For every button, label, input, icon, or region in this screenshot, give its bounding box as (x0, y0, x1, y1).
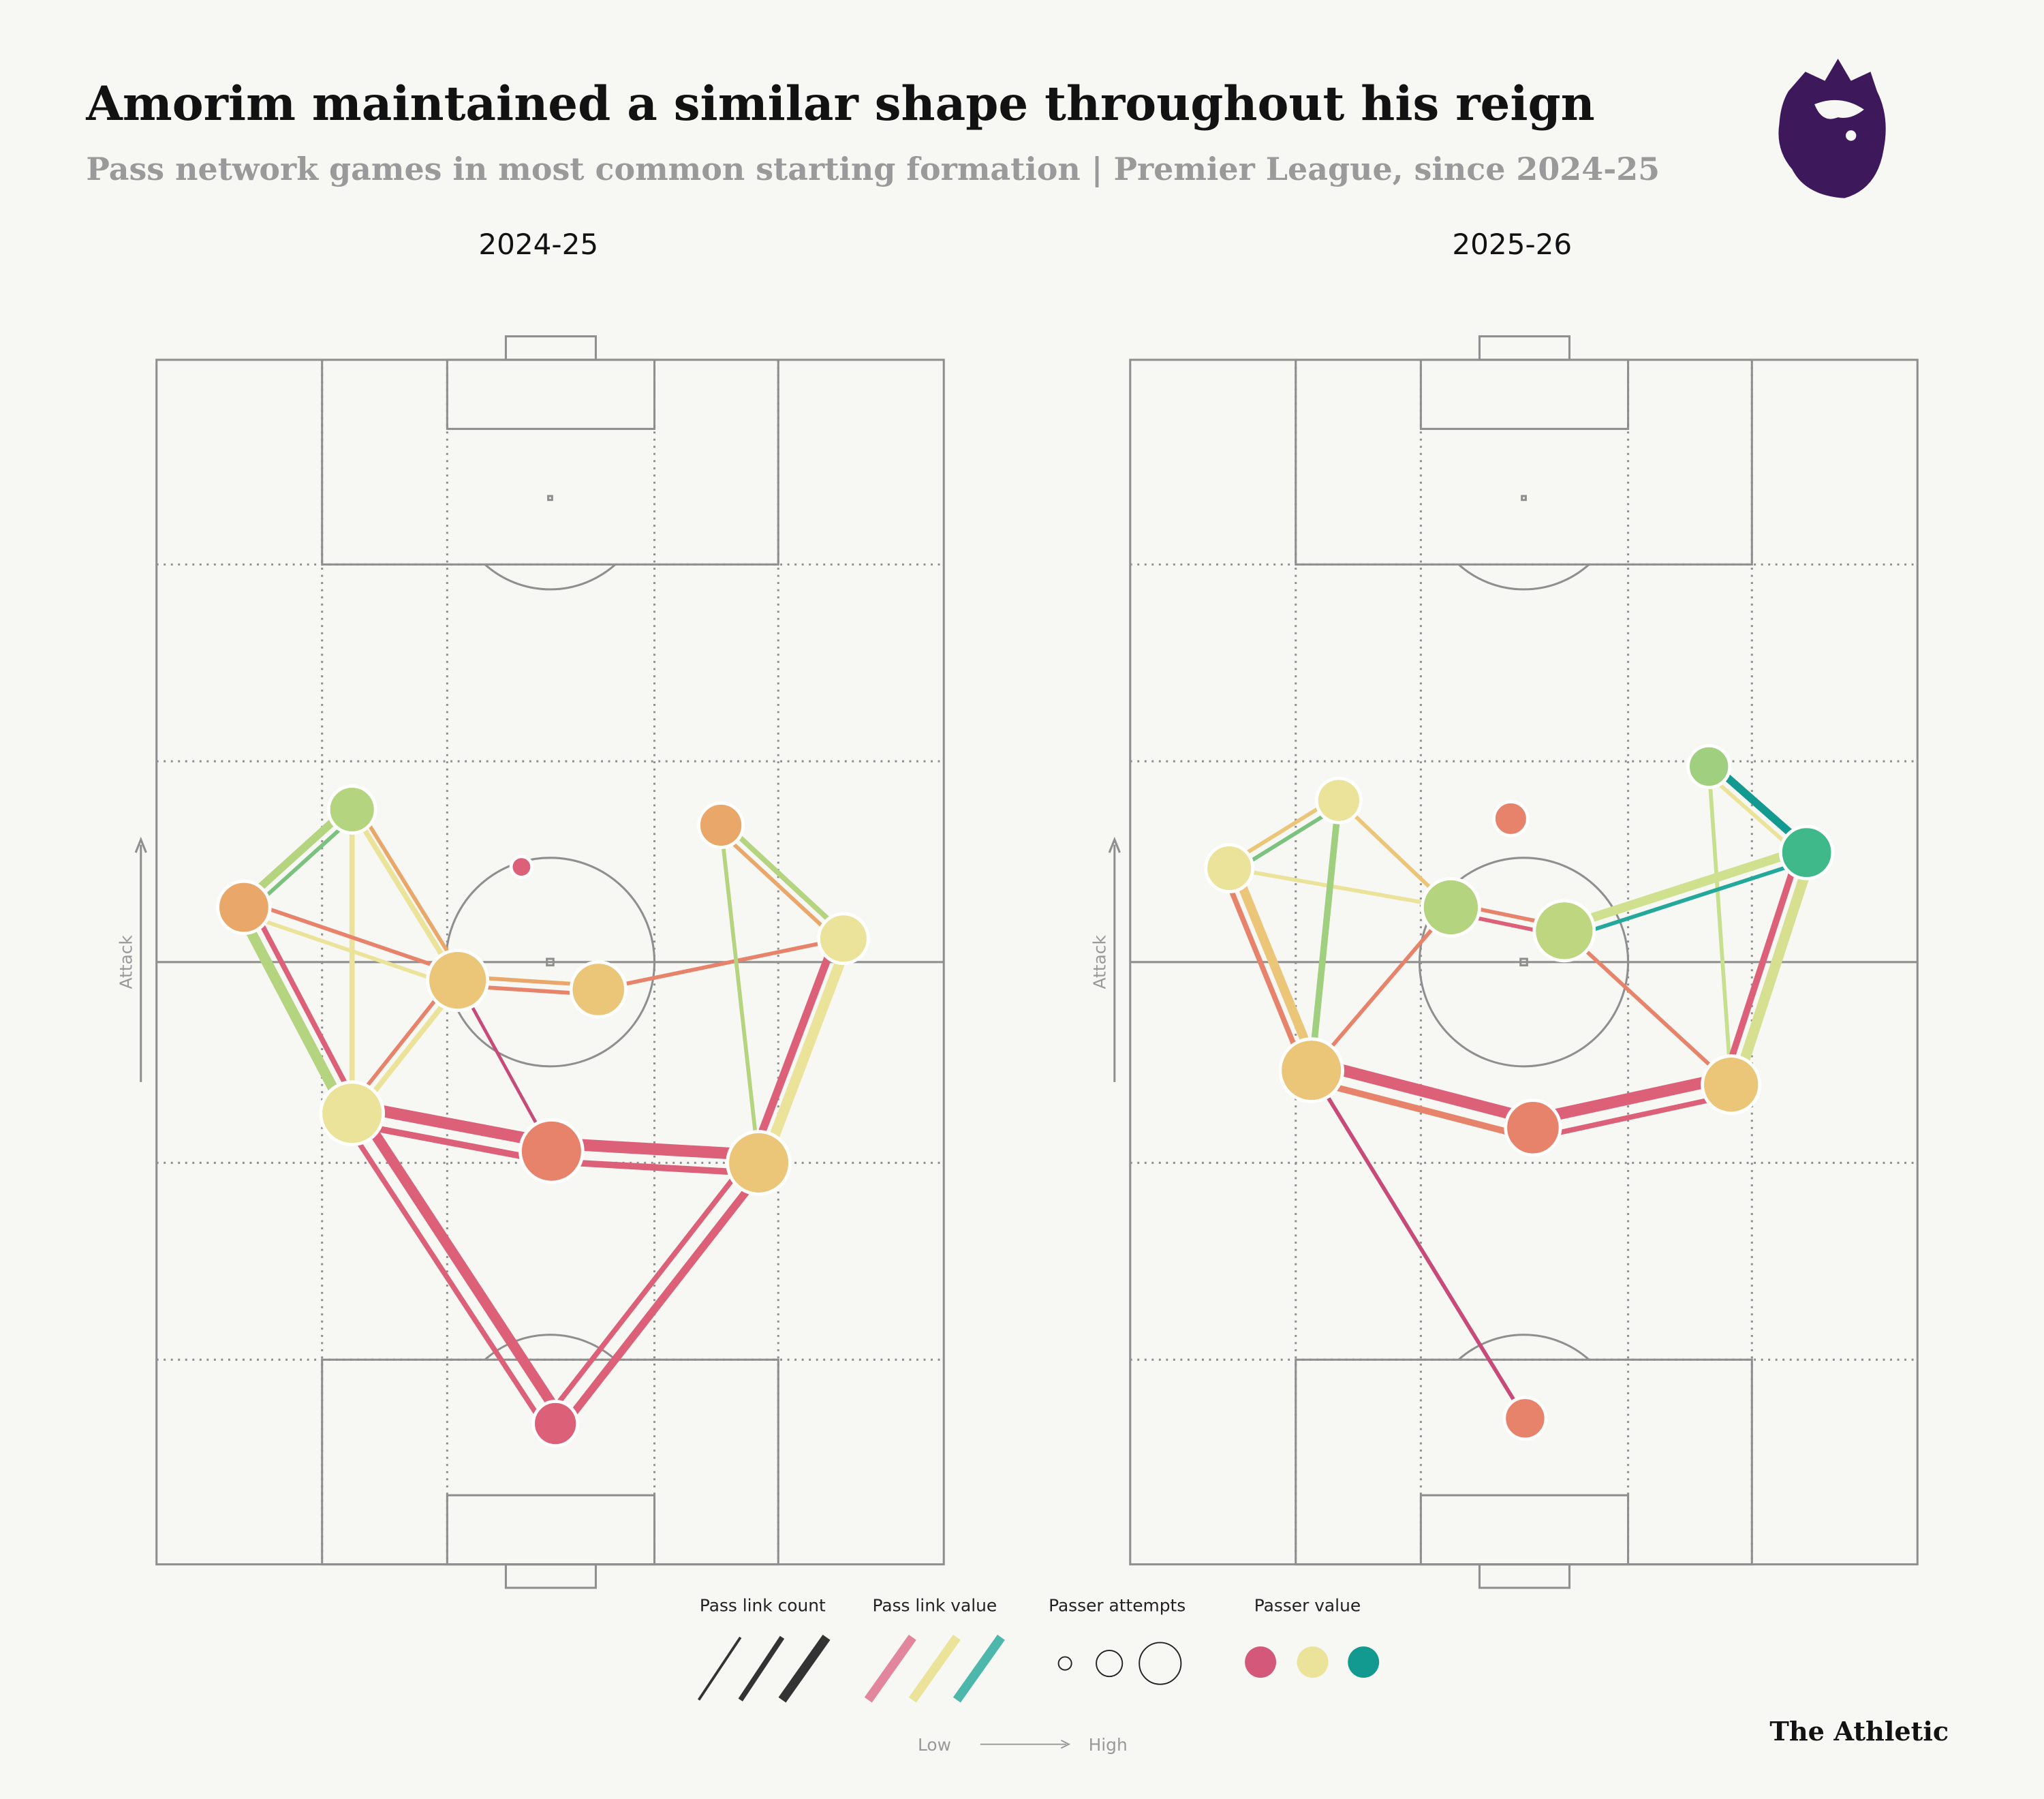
league-logo (1778, 59, 1886, 198)
player-node (509, 855, 534, 879)
pitch: Attack (1089, 335, 1919, 1589)
penalty-spot (547, 495, 553, 502)
legend-high: High (1089, 1735, 1128, 1755)
goal (1478, 335, 1571, 361)
goal (504, 1563, 597, 1589)
pass-link (349, 807, 461, 983)
axis-label: Attack (116, 935, 136, 989)
player-node (1701, 1054, 1762, 1116)
brand: The Athletic (1769, 1717, 1949, 1747)
attack-arrowhead (1108, 836, 1121, 853)
title: Amorim maintained a similar shape throug… (85, 76, 1594, 132)
pass-link (596, 936, 846, 991)
legend-label: Passer value (1254, 1596, 1361, 1616)
pass-link (1720, 846, 1803, 1086)
pass-link (239, 911, 458, 989)
axis-label: Attack (1089, 935, 1109, 989)
pass-link (1558, 844, 1810, 932)
pass-link (1305, 1077, 1534, 1141)
goal (504, 335, 597, 361)
center-spot (546, 957, 555, 967)
player-node (817, 912, 870, 966)
penalty-arc (484, 564, 617, 591)
player-node (1492, 800, 1530, 837)
pitch: Attack (116, 335, 945, 1589)
player-node (1686, 743, 1732, 789)
pass-link (758, 935, 854, 1170)
pass-link (1220, 867, 1308, 1076)
center-spot (1519, 957, 1528, 967)
player-node (1779, 825, 1835, 880)
pass-link (547, 1158, 762, 1177)
player-node (426, 949, 490, 1012)
pass-link (1525, 1071, 1735, 1126)
player-node (697, 801, 745, 849)
penalty-spot (1521, 495, 1527, 502)
panel-title: 2025-26 (1452, 228, 1572, 261)
panel-title: 2024-25 (478, 228, 598, 261)
pass-link (1307, 797, 1342, 1074)
player-node (1278, 1037, 1344, 1103)
pass-link (544, 1154, 754, 1420)
player-node (216, 879, 272, 936)
center-circle (1418, 857, 1630, 1068)
pass-link (557, 1163, 769, 1432)
goal (1478, 1563, 1571, 1589)
pass-link (546, 1137, 765, 1161)
player-node (1532, 899, 1596, 963)
player-node (1504, 1098, 1562, 1157)
pass-link (234, 904, 353, 1121)
player-node (518, 1118, 585, 1184)
player-node (531, 1400, 580, 1447)
player-node (1204, 843, 1254, 893)
legend: Pass link count Pass link value Passer a… (697, 1596, 1380, 1755)
subtitle: Pass network games in most common starti… (86, 151, 1660, 187)
pass-link (347, 1120, 553, 1165)
penalty-arc (1457, 1334, 1590, 1361)
pass-link (341, 1116, 550, 1432)
pass-link (747, 932, 840, 1165)
pass-link (355, 804, 465, 979)
pass-link (1309, 905, 1453, 1073)
legend-label: Passer attempts (1049, 1596, 1186, 1616)
pass-link (1307, 1056, 1541, 1126)
pass-link (1532, 1092, 1736, 1141)
player-node (569, 960, 628, 1019)
player-node (319, 1080, 386, 1147)
pass-link (1562, 929, 1733, 1087)
pass-link (1564, 858, 1812, 940)
pass-link (1309, 1068, 1528, 1421)
pass-link (248, 901, 362, 1113)
pass-link (353, 1103, 568, 1425)
pass-link (1731, 848, 1817, 1092)
player-node (1314, 776, 1363, 825)
player-node (1502, 1396, 1548, 1441)
pass-link (1227, 866, 1453, 910)
pass-link (1707, 765, 1733, 1087)
pass-link (715, 827, 842, 944)
legend-label: Pass link count (700, 1596, 826, 1616)
legend-label: Pass link value (872, 1596, 997, 1616)
penalty-arc (1457, 564, 1590, 591)
pass-link (347, 1099, 559, 1150)
pass-link (721, 819, 849, 939)
legend-low: Low (918, 1735, 951, 1755)
pass-link (244, 899, 462, 977)
pass-link (719, 823, 761, 1165)
pass-link (1229, 861, 1321, 1073)
attack-arrowhead (134, 836, 147, 853)
player-node (1420, 877, 1481, 938)
player-node (326, 784, 377, 835)
player-node (726, 1130, 792, 1196)
